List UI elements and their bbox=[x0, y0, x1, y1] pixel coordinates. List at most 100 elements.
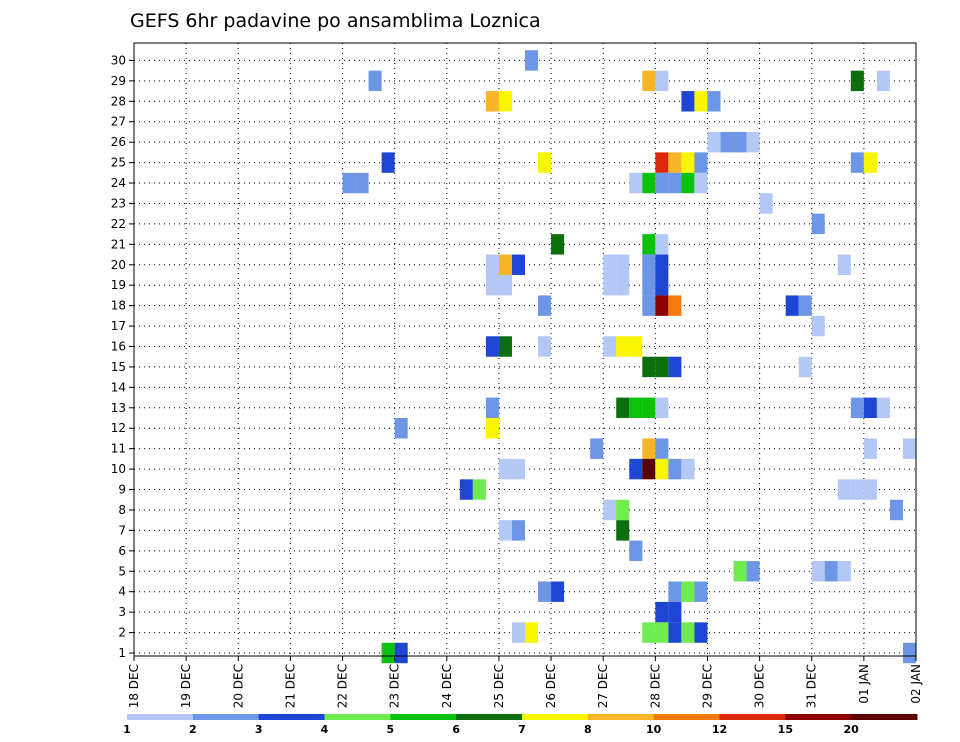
precip-cell bbox=[525, 622, 539, 643]
precip-cell bbox=[668, 172, 682, 194]
precip-cell bbox=[850, 479, 864, 500]
precip-cell bbox=[355, 172, 369, 194]
precip-cell bbox=[694, 91, 708, 112]
y-tick-label: 22 bbox=[111, 217, 126, 231]
precip-cell bbox=[394, 418, 408, 439]
precip-cell bbox=[850, 397, 864, 419]
y-tick-label: 13 bbox=[111, 401, 126, 415]
y-tick-label: 19 bbox=[111, 278, 126, 292]
precip-cell bbox=[459, 479, 473, 500]
x-tick-label: 27 DEC bbox=[596, 664, 610, 708]
precip-cell bbox=[655, 295, 669, 316]
precip-cell bbox=[642, 274, 656, 296]
x-tick-label: 28 DEC bbox=[648, 664, 662, 708]
precip-cell bbox=[811, 561, 825, 582]
legend-swatch bbox=[192, 714, 260, 720]
precip-cell bbox=[498, 458, 512, 480]
precip-cell bbox=[668, 458, 682, 480]
precip-cell bbox=[525, 50, 539, 71]
x-tick-label: 02 JAN bbox=[909, 664, 923, 704]
y-tick-label: 21 bbox=[111, 237, 126, 251]
y-tick-label: 9 bbox=[118, 483, 126, 497]
precip-cell bbox=[655, 274, 669, 296]
y-tick-label: 16 bbox=[111, 340, 126, 354]
precip-cell bbox=[655, 172, 669, 194]
legend-swatch bbox=[324, 714, 391, 720]
precip-cell bbox=[485, 274, 499, 296]
precip-cell bbox=[694, 622, 708, 643]
y-tick-label: 6 bbox=[118, 544, 126, 558]
precip-cell bbox=[498, 336, 512, 357]
precip-cell bbox=[668, 581, 682, 602]
precip-cell bbox=[707, 131, 721, 153]
y-tick-label: 18 bbox=[111, 299, 126, 313]
precip-cell bbox=[642, 356, 656, 378]
y-tick-label: 26 bbox=[111, 135, 126, 149]
precip-cell bbox=[759, 193, 773, 214]
precip-cell bbox=[642, 397, 656, 419]
precip-cell bbox=[511, 622, 525, 643]
precip-cell bbox=[616, 520, 630, 541]
x-axis-ticks: 18 DEC 19 DEC 20 DEC 21 DEC 22 DEC 23 DEC 24 D… bbox=[127, 656, 923, 708]
precip-cell bbox=[538, 581, 552, 602]
y-tick-label: 27 bbox=[111, 115, 126, 129]
precip-cell bbox=[681, 458, 695, 480]
x-tick-label: 31 DEC bbox=[805, 664, 819, 708]
y-tick-label: 8 bbox=[118, 503, 126, 517]
precip-cell bbox=[485, 418, 499, 439]
legend-swatch bbox=[522, 714, 589, 720]
precip-cell bbox=[551, 581, 565, 602]
y-tick-label: 11 bbox=[111, 442, 126, 456]
y-tick-label: 4 bbox=[118, 585, 126, 599]
precip-cell bbox=[603, 254, 617, 275]
precip-cell bbox=[655, 356, 669, 378]
precip-cell bbox=[655, 601, 669, 623]
legend-label: 5 bbox=[387, 723, 395, 736]
precip-cell bbox=[551, 234, 565, 255]
x-tick-label: 19 DEC bbox=[179, 664, 193, 708]
precip-cell bbox=[902, 642, 916, 664]
precip-cell bbox=[694, 172, 708, 194]
y-tick-label: 17 bbox=[111, 319, 126, 333]
legend-label: 10 bbox=[646, 723, 662, 736]
precip-cell bbox=[850, 152, 864, 173]
legend-swatch bbox=[587, 714, 655, 720]
y-tick-label: 15 bbox=[111, 360, 126, 374]
y-tick-label: 14 bbox=[111, 380, 126, 394]
legend-label: 1 bbox=[123, 723, 131, 736]
legend-label: 2 bbox=[189, 723, 197, 736]
legend-swatch bbox=[127, 714, 194, 720]
precip-cell bbox=[511, 458, 525, 480]
y-tick-label: 23 bbox=[111, 196, 126, 210]
precip-cell bbox=[616, 274, 630, 296]
x-tick-label: 30 DEC bbox=[753, 664, 767, 708]
precip-cell bbox=[655, 397, 669, 419]
legend-swatch bbox=[653, 714, 720, 720]
precip-cell bbox=[824, 561, 838, 582]
x-tick-label: 01 JAN bbox=[857, 664, 871, 704]
x-tick-label: 25 DEC bbox=[492, 664, 506, 708]
precip-cell bbox=[863, 397, 877, 419]
precip-cell bbox=[538, 295, 552, 316]
precip-cell bbox=[368, 70, 382, 92]
y-tick-label: 24 bbox=[111, 176, 126, 190]
precip-cell bbox=[655, 458, 669, 480]
precip-cell bbox=[616, 397, 630, 419]
precip-cell bbox=[538, 336, 552, 357]
y-tick-label: 29 bbox=[111, 74, 126, 88]
precip-cell bbox=[603, 274, 617, 296]
x-tick-label: 20 DEC bbox=[231, 664, 245, 708]
precip-cell bbox=[694, 581, 708, 602]
y-tick-label: 28 bbox=[111, 94, 126, 108]
x-tick-label: 18 DEC bbox=[127, 664, 141, 708]
y-tick-label: 7 bbox=[118, 523, 126, 537]
legend-label: 3 bbox=[255, 723, 263, 736]
precip-cell bbox=[485, 254, 499, 275]
precip-cell bbox=[629, 397, 643, 419]
precip-cell bbox=[707, 91, 721, 112]
precip-cell bbox=[381, 152, 395, 173]
precip-cell bbox=[668, 152, 682, 173]
precip-cell bbox=[642, 295, 656, 316]
precip-cell bbox=[603, 499, 617, 521]
